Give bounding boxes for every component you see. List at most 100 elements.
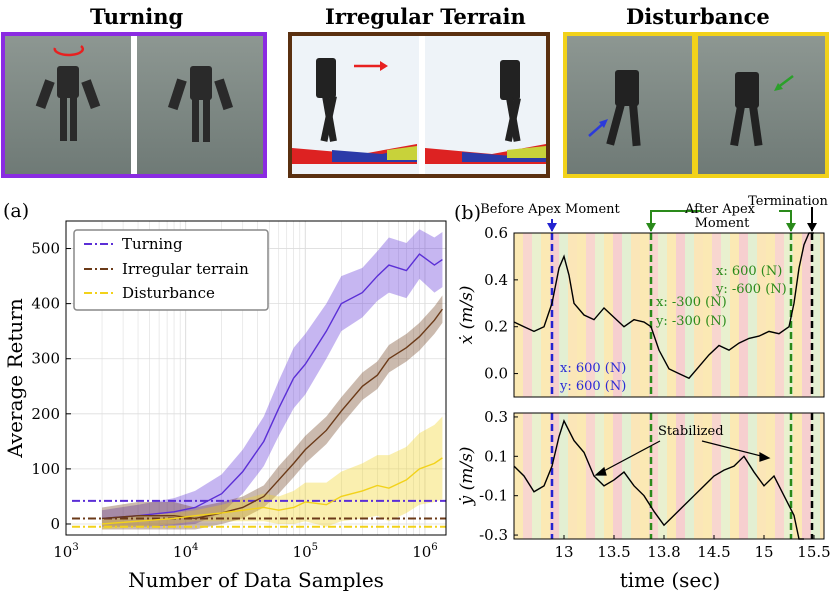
after-apex-arrow-icon (646, 223, 656, 232)
panel-label-a: (a) (3, 200, 29, 222)
time-stripe (559, 233, 568, 397)
time-stripe (694, 413, 703, 539)
y-tick-label: 200 (31, 405, 60, 423)
time-stripe (757, 413, 766, 539)
y-axis-label: Average Return (3, 298, 27, 459)
rotation-arrow-icon (53, 45, 85, 57)
x-tick-label: 13 (554, 543, 573, 561)
time-stripe (640, 233, 649, 397)
time-stripe (568, 233, 577, 397)
plot-frame-y (513, 412, 825, 540)
x-tick-exponent: 3 (72, 542, 78, 553)
terrain-strip (507, 146, 546, 158)
time-stripe (658, 413, 667, 539)
before-apex-label: Before Apex Moment (480, 202, 620, 217)
time-stripe (820, 413, 824, 539)
y-tick-label: 100 (31, 460, 60, 478)
velocity-y-curve (513, 419, 804, 540)
push-label-3-y: y: -600 (N) (715, 282, 787, 297)
time-stripe (802, 233, 811, 397)
time-stripe (766, 413, 775, 539)
time-stripe (730, 413, 739, 539)
y-tick-label: 0.0 (484, 365, 508, 383)
time-stripe (712, 233, 721, 397)
time-stripe (676, 233, 685, 397)
time-stripe (514, 233, 523, 397)
x-tick-label: 13.5 (597, 543, 630, 561)
time-stripe (586, 233, 595, 397)
time-stripe (613, 233, 622, 397)
x-tick-label: 105 (293, 542, 318, 561)
time-stripe (685, 233, 694, 397)
time-stripe (766, 233, 775, 397)
time-stripe (784, 233, 793, 397)
terrain-strip (387, 146, 417, 160)
legend: Turning Irregular terrain Disturbance (73, 229, 269, 311)
time-stripe (739, 413, 748, 539)
after-apex-arrow-icon (786, 223, 796, 232)
tick-labels: 0.0 0.2 0.4 0.6 -0.3 -0.1 0.1 0.3 13 13.5 13.8 14.5… (479, 224, 830, 561)
before-apex-arrow-icon (547, 223, 557, 232)
event-lines (547, 207, 817, 539)
series-lines (101, 253, 443, 525)
time-stripes (514, 233, 824, 397)
time-stripe (658, 233, 667, 397)
y-tick-label: 500 (31, 240, 60, 258)
legend-label-irregular: Irregular terrain (122, 260, 249, 278)
tick-labels: 0 100 200 300 400 500 103 104 105 106 (31, 240, 437, 561)
plot-frame-x (513, 232, 825, 398)
stabilized-arrows (594, 440, 771, 476)
irregular-terrain-panel (288, 32, 550, 178)
y-tick-label: 0.3 (484, 408, 508, 426)
x-tick-label: 103 (53, 542, 78, 561)
frame-divider (692, 36, 698, 174)
robot-figure (606, 70, 641, 147)
time-stripe (586, 413, 595, 539)
robot-figure (500, 60, 521, 142)
time-stripe (649, 233, 658, 397)
legend-label-disturbance: Disturbance (122, 284, 215, 302)
time-stripe (703, 233, 712, 397)
x-tick-exponent: 5 (312, 542, 318, 553)
time-stripe (577, 233, 586, 397)
push-label-3-x: x: 600 (N) (716, 264, 782, 279)
panel-label-b: (b) (454, 202, 481, 224)
frame-divider (131, 36, 137, 174)
velocity-x-curve (513, 232, 814, 380)
after-apex-label-2: Moment (695, 216, 751, 231)
plot-frame (65, 220, 447, 536)
time-stripe (532, 413, 541, 539)
push-label-2-y: y: -300 (N) (655, 314, 727, 329)
chart-b: (b) 0.0 0.2 0.4 0.6 -0.3 -0.1 0.1 0.3 13 13.5 13.8… (454, 194, 830, 592)
time-stripe (667, 413, 676, 539)
time-stripe (721, 233, 730, 397)
termination-label: Termination (748, 194, 828, 209)
x-tick-label: 14.5 (697, 543, 730, 561)
ylabel-xdot: ẋ (m/s) (457, 286, 477, 345)
time-stripe (793, 233, 802, 397)
push-label-1-x: x: 600 (N) (560, 361, 626, 376)
x-tick-label: 15 (754, 543, 773, 561)
disturbance-frame-2 (698, 36, 825, 174)
time-stripe (550, 233, 559, 397)
x-tick-label: 104 (173, 542, 198, 561)
time-stripe (541, 413, 550, 539)
time-stripe (757, 233, 766, 397)
time-stripe (676, 413, 685, 539)
time-stripe (667, 233, 676, 397)
series-band (102, 229, 443, 527)
y-tick-label: 0.4 (484, 271, 508, 289)
x-tick-exponent: 4 (192, 542, 198, 553)
push-label-2-x: x: -300 (N) (656, 295, 727, 310)
shaded-bands (102, 229, 443, 530)
x-tick-label: 15.5 (797, 543, 830, 561)
frame-divider (419, 36, 425, 174)
robot-figure (316, 58, 337, 142)
time-stripe (640, 413, 649, 539)
chart-a: (a) 0 100 200 300 400 500 103 104 105 106 Number … (3, 200, 447, 592)
time-stripe (802, 413, 811, 539)
y-tick-label: 0.1 (484, 447, 508, 465)
robot-figure (35, 66, 101, 141)
time-stripe (550, 413, 559, 539)
x-tick-exponent: 6 (431, 542, 437, 553)
